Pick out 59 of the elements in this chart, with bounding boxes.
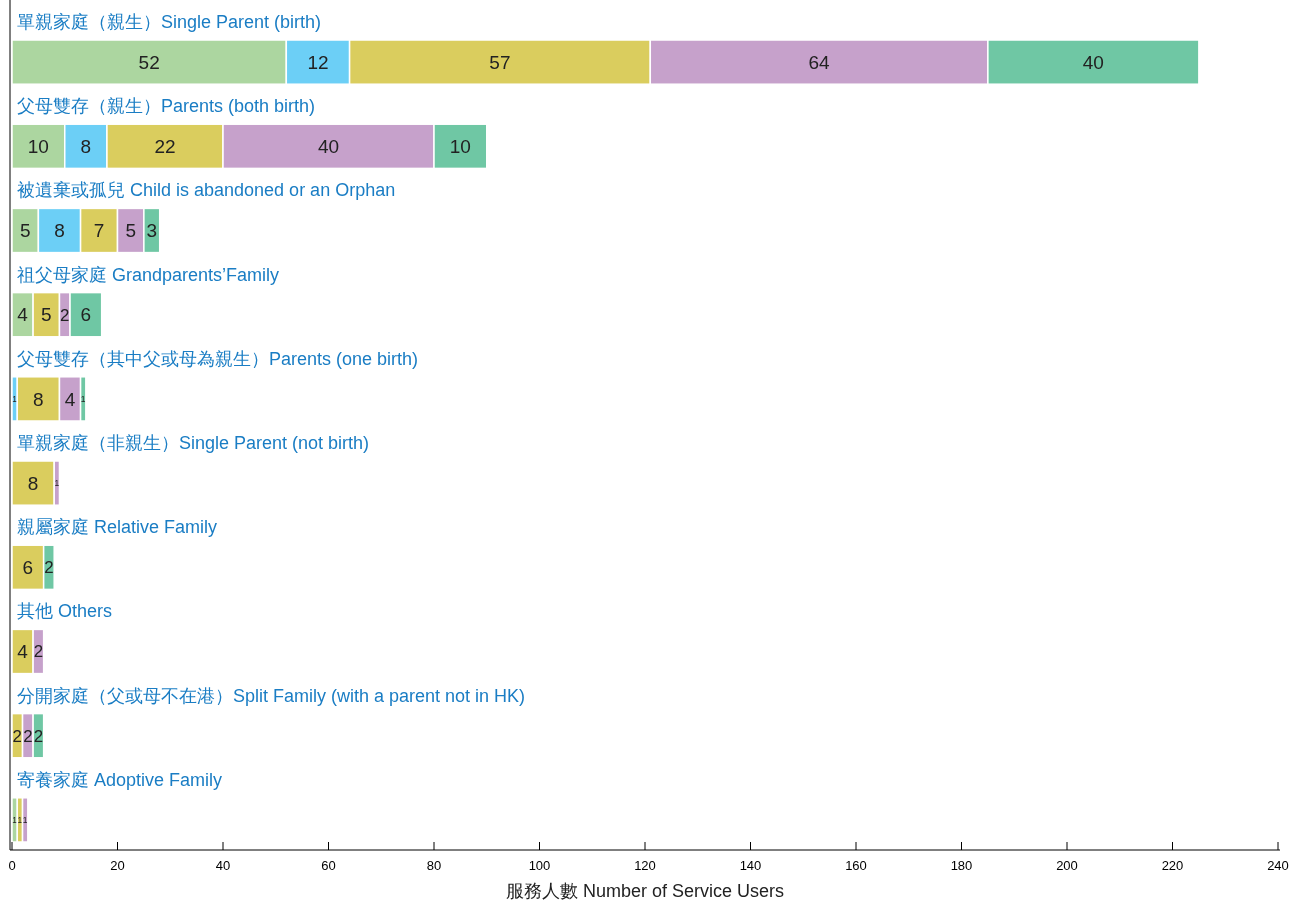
data-label: 64 xyxy=(808,51,831,73)
data-label: 8 xyxy=(80,135,92,157)
y-tick-label: 其他 Others xyxy=(17,601,113,622)
data-label: 1 xyxy=(12,814,18,825)
data-label: 2 xyxy=(44,558,54,578)
data-label: 2 xyxy=(23,726,33,746)
x-tick-label: 60 xyxy=(321,858,336,873)
data-label: 3 xyxy=(146,220,158,242)
data-label: 8 xyxy=(33,388,44,410)
y-tick-label: 親屬家庭 Relative Family xyxy=(17,517,218,538)
x-tick-label: 200 xyxy=(1056,858,1078,873)
data-label: 40 xyxy=(1082,51,1104,73)
data-label: 10 xyxy=(27,135,49,157)
x-tick-label: 240 xyxy=(1267,858,1289,873)
data-label: 1 xyxy=(22,814,28,825)
x-tick-label: 180 xyxy=(950,858,973,873)
data-label: 5 xyxy=(41,304,52,326)
data-label: 57 xyxy=(489,51,511,73)
x-tick-label: 160 xyxy=(845,858,867,873)
data-label: 40 xyxy=(317,135,340,157)
data-label: 4 xyxy=(17,304,29,326)
data-label: 2 xyxy=(60,305,70,325)
y-tick-label: 單親家庭（親生）Single Parent (birth) xyxy=(17,12,322,32)
data-label: 6 xyxy=(80,304,92,326)
data-label: 1 xyxy=(54,478,60,489)
y-tick-label: 寄養家庭 Adoptive Family xyxy=(17,769,223,790)
y-tick-label: 單親家庭（非親生）Single Parent (not birth) xyxy=(17,433,370,453)
y-tick-label: 祖父母家庭 Grandparents’Family xyxy=(17,264,280,285)
data-label: 2 xyxy=(12,726,22,746)
data-label: 8 xyxy=(54,220,65,242)
data-label: 2 xyxy=(33,726,44,746)
data-label: 1 xyxy=(12,393,18,404)
y-tick-label: 父母雙存（其中父或母為親生）Parents (one birth) xyxy=(17,348,419,369)
x-tick-label: 40 xyxy=(215,858,231,873)
x-tick-label: 220 xyxy=(1161,858,1184,873)
data-label: 4 xyxy=(17,641,29,663)
x-tick-label: 0 xyxy=(8,858,16,873)
data-label: 1 xyxy=(80,393,86,404)
data-label: 5 xyxy=(125,220,136,242)
x-tick-label: 20 xyxy=(110,858,125,873)
data-label: 5 xyxy=(19,220,31,242)
x-axis-title: 服務人數 Number of Service Users xyxy=(505,881,785,901)
data-label: 10 xyxy=(449,135,471,157)
y-tick-label: 父母雙存（親生）Parents (both birth) xyxy=(17,96,316,117)
x-tick-label: 100 xyxy=(528,858,551,873)
data-label: 22 xyxy=(154,135,176,157)
data-label: 8 xyxy=(27,472,39,494)
y-tick-label: 分開家庭（父或母不在港）Split Family (with a parent not in HK) xyxy=(17,685,526,706)
x-tick-label: 140 xyxy=(739,858,762,873)
data-label: 52 xyxy=(138,51,160,73)
data-label: 12 xyxy=(307,51,329,73)
data-label: 7 xyxy=(93,220,105,242)
x-tick-label: 120 xyxy=(634,858,656,873)
y-tick-label: 被遺棄或孤兒 Child is abandoned or an Orphan xyxy=(17,180,396,201)
x-tick-label: 80 xyxy=(426,858,442,873)
data-label: 2 xyxy=(33,642,44,662)
data-label: 1 xyxy=(17,814,23,825)
data-label: 4 xyxy=(64,388,76,410)
data-label: 6 xyxy=(22,556,34,578)
